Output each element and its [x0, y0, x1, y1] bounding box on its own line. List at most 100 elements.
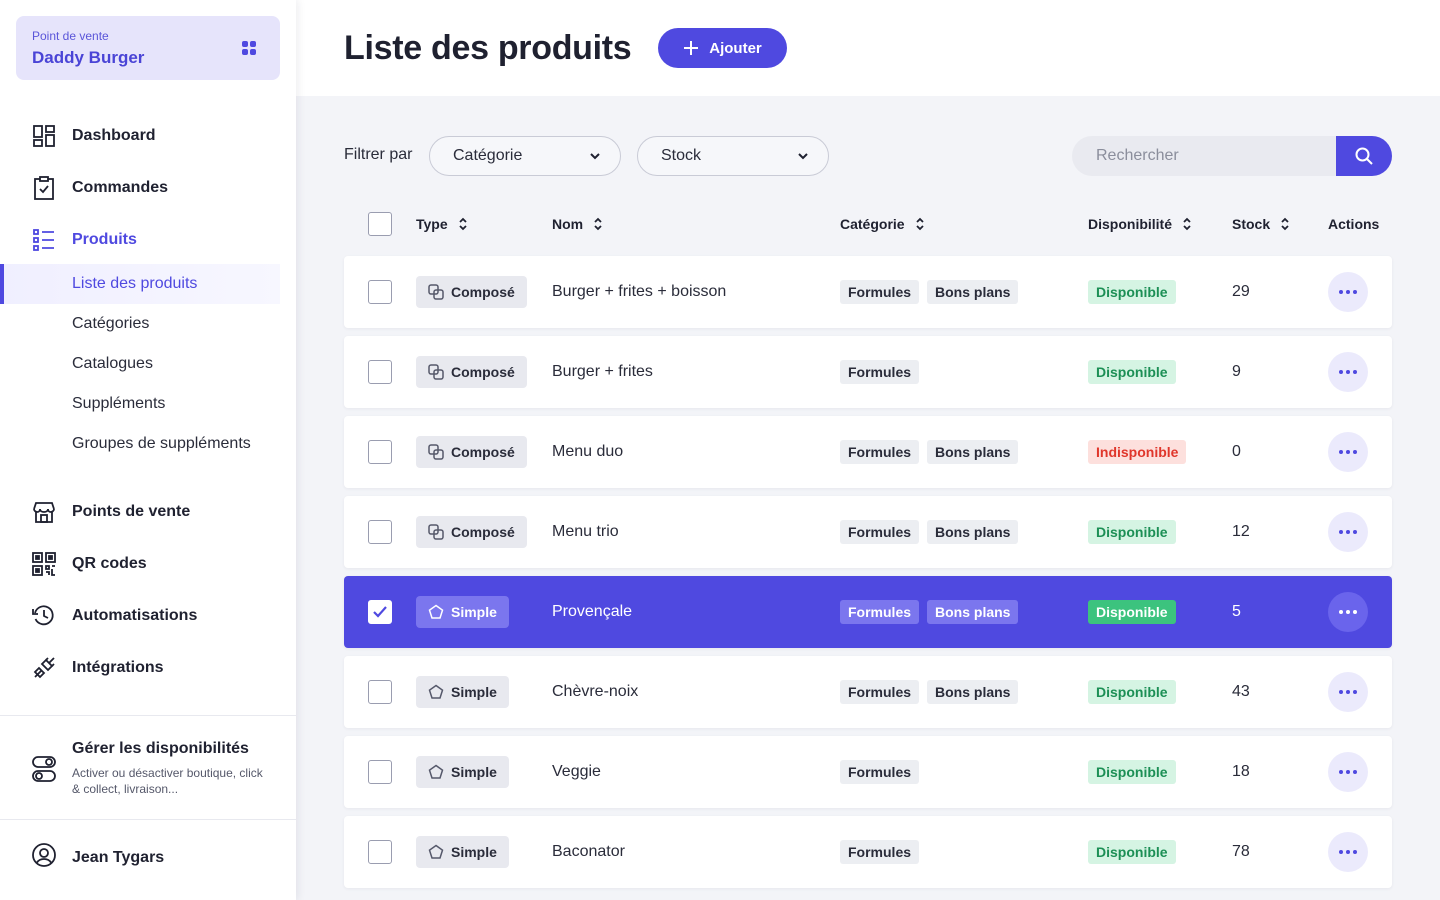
status-badge: Disponible: [1088, 760, 1176, 784]
type-label: Composé: [451, 284, 515, 300]
nav-points-label: Points de vente: [72, 503, 191, 520]
table-row[interactable]: Simple Veggie Formules Disponible 18: [344, 736, 1392, 808]
apps-grid-icon[interactable]: [242, 41, 256, 55]
more-actions-button[interactable]: [1328, 352, 1368, 392]
type-label: Simple: [451, 844, 497, 860]
type-badge: Simple: [416, 676, 509, 708]
product-name: Burger + frites + boisson: [552, 283, 727, 300]
row-checkbox[interactable]: [368, 520, 392, 544]
add-button-label: Ajouter: [709, 39, 762, 57]
sort-icon: [594, 217, 602, 231]
table-row[interactable]: Composé Menu duo Formules Bons plans Ind…: [344, 416, 1392, 488]
stock-value: 12: [1232, 523, 1250, 540]
composite-icon: [428, 524, 444, 540]
sort-icon: [915, 217, 924, 231]
nav-orders-label: Commandes: [72, 179, 169, 196]
type-label: Composé: [451, 524, 515, 540]
row-checkbox[interactable]: [368, 840, 392, 864]
add-product-button[interactable]: Ajouter: [658, 28, 787, 68]
nav-integrations[interactable]: Intégrations: [0, 642, 296, 694]
nav-orders[interactable]: Commandes: [0, 162, 296, 214]
nav-dashboard[interactable]: Dashboard: [0, 110, 296, 162]
sort-icon: [459, 217, 467, 231]
column-stock[interactable]: Stock: [1232, 216, 1290, 232]
type-label: Composé: [451, 364, 515, 380]
more-actions-button[interactable]: [1328, 672, 1368, 712]
row-checkbox-checked[interactable]: [368, 600, 392, 624]
category-tag: Formules: [840, 760, 920, 784]
more-actions-button[interactable]: [1328, 592, 1368, 632]
nav-supplement-groups[interactable]: Groupes de suppléments: [72, 435, 251, 452]
check-icon: [373, 606, 387, 618]
toggles-icon: [32, 756, 56, 787]
column-category[interactable]: Catégorie: [840, 216, 925, 232]
nav-qr-codes[interactable]: QR codes: [0, 538, 296, 590]
more-actions-button[interactable]: [1328, 272, 1368, 312]
column-stock-label: Stock: [1232, 216, 1271, 232]
stock-filter-value: Stock: [661, 147, 702, 164]
category-tags: Formules: [840, 760, 920, 784]
table-row[interactable]: Composé Burger + frites + boisson Formul…: [344, 256, 1392, 328]
category-filter-select[interactable]: Catégorie: [429, 136, 621, 176]
nav-points-of-sale[interactable]: Points de vente: [0, 486, 296, 538]
sort-icon: [1183, 217, 1191, 231]
pentagon-icon: [428, 764, 444, 779]
more-actions-button[interactable]: [1328, 512, 1368, 552]
store-name: Daddy Burger: [32, 48, 145, 67]
table-row-selected[interactable]: Simple Provençale Formules Bons plans Di…: [344, 576, 1392, 648]
type-label: Simple: [451, 604, 497, 620]
type-badge: Simple: [416, 596, 509, 628]
composite-icon: [428, 284, 444, 300]
type-badge: Composé: [416, 516, 527, 548]
clipboard-check-icon: [32, 176, 56, 200]
user-menu[interactable]: Jean Tygars: [32, 843, 164, 872]
row-checkbox[interactable]: [368, 440, 392, 464]
category-tag: Bons plans: [927, 440, 1019, 464]
more-actions-button[interactable]: [1328, 752, 1368, 792]
nav-supplements[interactable]: Suppléments: [72, 395, 166, 412]
table-row[interactable]: Simple Chèvre-noix Formules Bons plans D…: [344, 656, 1392, 728]
category-tag: Formules: [840, 840, 920, 864]
table-row[interactable]: Composé Menu trio Formules Bons plans Di…: [344, 496, 1392, 568]
nav-catalogs[interactable]: Catalogues: [72, 355, 153, 372]
nav-categories[interactable]: Catégories: [72, 315, 150, 332]
row-checkbox[interactable]: [368, 280, 392, 304]
category-tag: Bons plans: [927, 520, 1019, 544]
column-category-label: Catégorie: [840, 216, 905, 232]
column-name[interactable]: Nom: [552, 216, 603, 232]
category-tags: Formules Bons plans: [840, 440, 1019, 464]
row-checkbox[interactable]: [368, 760, 392, 784]
divider: [0, 819, 296, 820]
row-checkbox[interactable]: [368, 680, 392, 704]
search-icon: [1355, 147, 1373, 165]
table-row[interactable]: Simple Baconator Formules Disponible 78: [344, 816, 1392, 888]
status-badge: Disponible: [1088, 360, 1176, 384]
type-label: Simple: [451, 764, 497, 780]
row-checkbox[interactable]: [368, 360, 392, 384]
store-caption: Point de vente: [32, 29, 109, 43]
chevron-down-icon: [798, 153, 808, 160]
more-actions-button[interactable]: [1328, 832, 1368, 872]
nav-automations[interactable]: Automatisations: [0, 590, 296, 642]
category-tag: Bons plans: [927, 680, 1019, 704]
nav-integrations-label: Intégrations: [72, 659, 164, 676]
select-all-checkbox[interactable]: [368, 212, 392, 236]
plus-icon: [684, 41, 699, 55]
stock-value: 9: [1232, 363, 1241, 380]
table-row[interactable]: Composé Burger + frites Formules Disponi…: [344, 336, 1392, 408]
search-input[interactable]: [1072, 136, 1336, 176]
more-actions-button[interactable]: [1328, 432, 1368, 472]
type-badge: Simple: [416, 836, 509, 868]
status-badge: Disponible: [1088, 680, 1176, 704]
category-tag: Bons plans: [927, 280, 1019, 304]
nav-product-list[interactable]: Liste des produits: [0, 264, 280, 304]
type-label: Composé: [451, 444, 515, 460]
status-badge: Disponible: [1088, 600, 1176, 624]
stock-filter-select[interactable]: Stock: [637, 136, 829, 176]
column-type[interactable]: Type: [416, 216, 468, 232]
search-button[interactable]: [1336, 136, 1392, 176]
column-availability[interactable]: Disponibilité: [1088, 216, 1192, 232]
category-filter-value: Catégorie: [453, 147, 523, 164]
store-switcher[interactable]: Point de vente Daddy Burger: [16, 16, 280, 80]
nav-products[interactable]: Produits: [0, 214, 296, 266]
